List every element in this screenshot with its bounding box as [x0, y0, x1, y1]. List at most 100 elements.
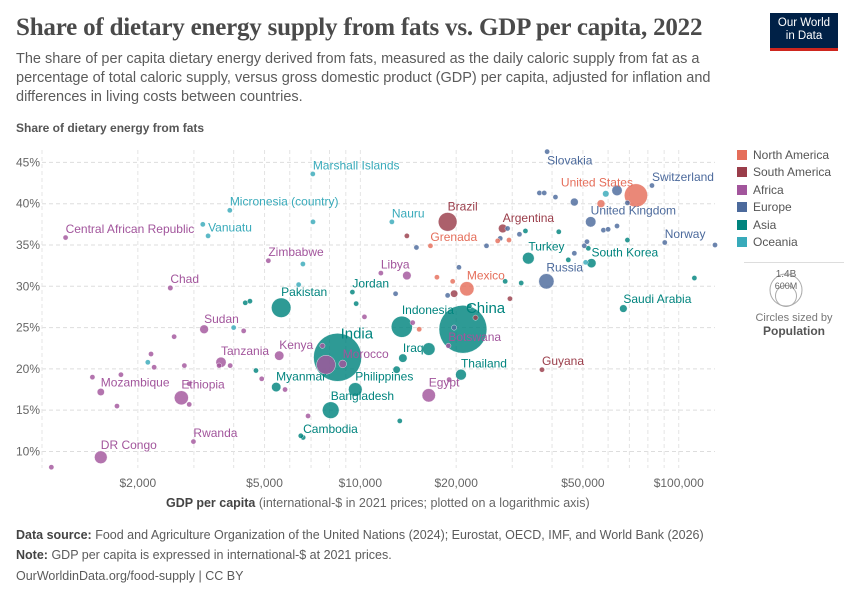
point[interactable]	[582, 259, 589, 266]
point[interactable]	[200, 221, 206, 228]
point[interactable]	[624, 237, 631, 243]
point-norway[interactable]	[661, 239, 668, 246]
point[interactable]	[555, 228, 562, 235]
point[interactable]	[186, 401, 193, 408]
point[interactable]	[247, 298, 253, 304]
point[interactable]	[596, 199, 606, 208]
point[interactable]	[353, 300, 359, 307]
point-saudi-arabia[interactable]	[619, 304, 628, 313]
point-central-african-republic[interactable]	[62, 234, 69, 241]
point[interactable]	[584, 238, 590, 245]
point[interactable]	[446, 376, 452, 383]
point[interactable]	[585, 245, 592, 252]
point[interactable]	[466, 303, 473, 309]
point-mexico[interactable]	[459, 281, 475, 297]
point[interactable]	[536, 190, 543, 196]
legend-item-asia[interactable]: Asia	[737, 216, 831, 234]
point[interactable]	[444, 292, 451, 299]
point[interactable]	[171, 333, 177, 340]
point[interactable]	[565, 257, 572, 263]
point[interactable]	[502, 278, 508, 285]
point-bangladesh[interactable]	[322, 401, 340, 419]
point[interactable]	[89, 374, 96, 380]
point[interactable]	[434, 274, 440, 281]
point[interactable]	[151, 364, 157, 371]
point-kenya[interactable]	[274, 350, 285, 361]
point[interactable]	[48, 464, 55, 470]
point[interactable]	[361, 314, 368, 320]
point[interactable]	[472, 314, 479, 321]
point-brazil[interactable]	[438, 212, 458, 232]
point[interactable]	[240, 328, 247, 334]
point[interactable]	[416, 326, 422, 333]
point-indonesia[interactable]	[391, 315, 413, 338]
point[interactable]	[712, 242, 718, 248]
point[interactable]	[319, 342, 326, 349]
point-chad[interactable]	[167, 285, 174, 291]
point[interactable]	[396, 418, 403, 424]
point-jordan[interactable]	[349, 289, 356, 295]
point[interactable]	[258, 375, 265, 382]
legend-item-north-america[interactable]: North America	[737, 146, 831, 164]
point[interactable]	[516, 231, 523, 238]
point[interactable]	[552, 194, 559, 200]
point[interactable]	[148, 351, 154, 357]
point[interactable]	[507, 295, 513, 302]
point-turkey[interactable]	[522, 252, 535, 265]
legend-item-africa[interactable]: Africa	[737, 181, 831, 199]
point[interactable]	[624, 200, 631, 206]
point-pakistan[interactable]	[271, 297, 292, 318]
point-mozambique[interactable]	[96, 388, 105, 396]
point[interactable]	[392, 365, 401, 374]
point-micronesia-country-[interactable]	[227, 207, 233, 214]
point[interactable]	[216, 362, 222, 369]
point[interactable]	[483, 243, 490, 249]
point-nauru[interactable]	[389, 219, 395, 225]
point[interactable]	[422, 342, 436, 356]
legend-item-south-america[interactable]: South America	[737, 164, 831, 182]
point[interactable]	[316, 355, 336, 375]
point[interactable]	[450, 289, 458, 298]
point[interactable]	[611, 185, 623, 196]
point[interactable]	[253, 367, 259, 374]
point-libya[interactable]	[378, 270, 384, 276]
point[interactable]	[494, 238, 501, 244]
point[interactable]	[409, 319, 416, 326]
point[interactable]	[145, 359, 151, 366]
owid-logo[interactable]: Our World in Data	[770, 13, 838, 51]
footer-url[interactable]: OurWorldinData.org/food-supply | CC BY	[16, 569, 244, 583]
point-iraq[interactable]	[398, 353, 408, 363]
point[interactable]	[614, 223, 620, 229]
point-myanmar[interactable]	[271, 382, 282, 392]
point-rwanda[interactable]	[190, 438, 197, 445]
point-sudan[interactable]	[199, 324, 209, 334]
point-ethiopia[interactable]	[174, 390, 189, 406]
point-philippines[interactable]	[348, 382, 363, 397]
point-marshall-islands[interactable]	[310, 171, 316, 177]
point-grenada[interactable]	[427, 243, 434, 249]
point[interactable]	[581, 243, 588, 249]
point[interactable]	[541, 190, 548, 196]
point[interactable]	[298, 432, 304, 439]
point[interactable]	[392, 290, 399, 297]
point-botswana[interactable]	[445, 342, 452, 349]
point[interactable]	[310, 219, 316, 225]
point-russia[interactable]	[538, 273, 555, 290]
point-slovakia[interactable]	[544, 148, 550, 155]
point[interactable]	[451, 324, 457, 331]
legend-item-europe[interactable]: Europe	[737, 199, 831, 217]
point-zimbabwe[interactable]	[265, 257, 272, 264]
point-morocco[interactable]	[338, 359, 347, 369]
point[interactable]	[413, 244, 420, 251]
point[interactable]	[506, 237, 512, 243]
point-vanuatu[interactable]	[205, 233, 211, 239]
point[interactable]	[305, 413, 311, 419]
point[interactable]	[570, 197, 579, 207]
point[interactable]	[449, 278, 456, 285]
point[interactable]	[404, 233, 410, 239]
point-guyana[interactable]	[539, 366, 545, 373]
point[interactable]	[522, 228, 529, 234]
point[interactable]	[402, 271, 412, 281]
point[interactable]	[114, 403, 120, 409]
point[interactable]	[282, 386, 288, 393]
